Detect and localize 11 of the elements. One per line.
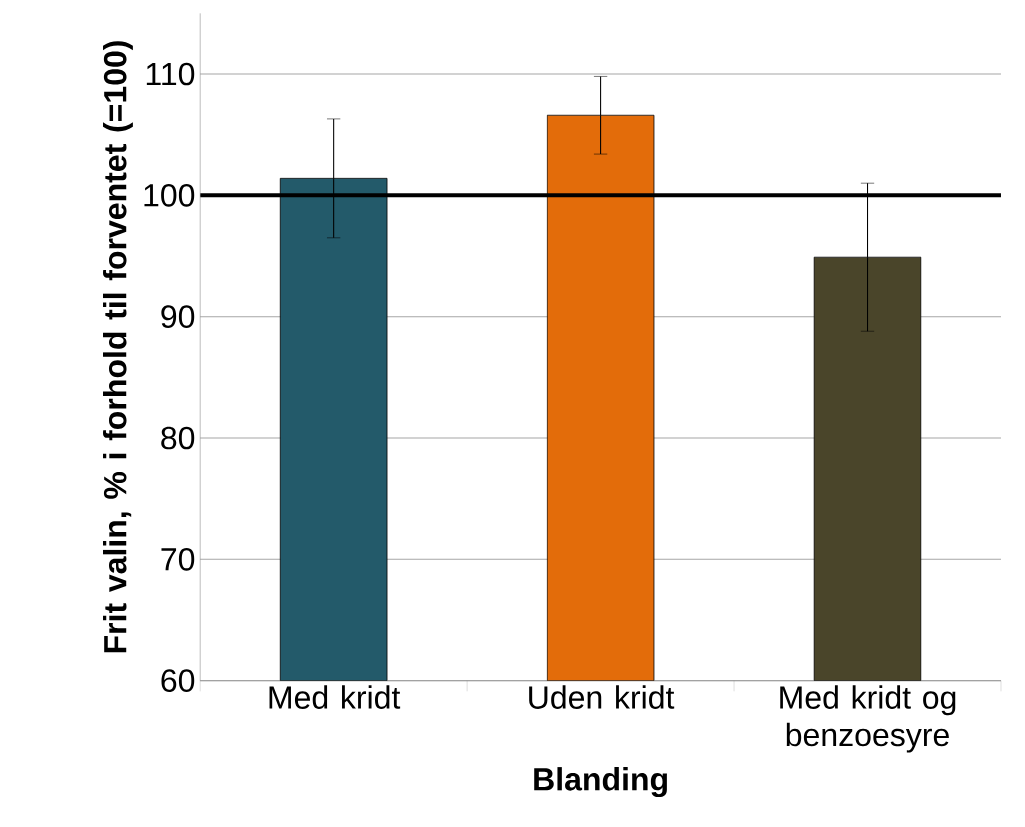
x-tick-label: Uden kridt — [529, 685, 675, 709]
y-tick-label: 100 — [144, 183, 195, 207]
x-tick-label: Med kridt — [269, 685, 401, 709]
y-tick-label: 90 — [161, 305, 195, 328]
y-tick-label: 110 — [146, 62, 195, 86]
x-axis-title: Blanding — [534, 766, 667, 797]
y-tick-label: 80 — [161, 426, 195, 450]
y-tick-label: 70 — [161, 547, 195, 571]
y-axis-title: Frit valin, % i forhold til forventet (=100) — [103, 40, 133, 653]
y-tick-label: 60 — [161, 669, 195, 692]
x-tick-label: Med kridt og benzoesyre — [780, 685, 956, 753]
